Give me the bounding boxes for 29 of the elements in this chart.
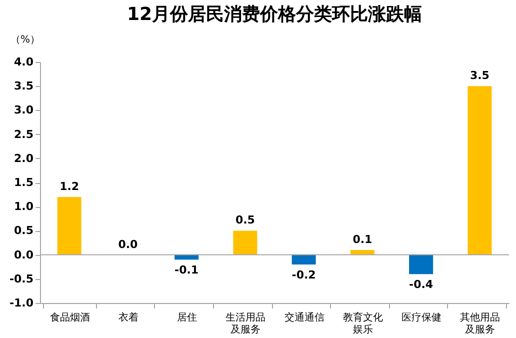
data-label: -0.4: [409, 278, 434, 292]
chart-title: 12月份居民消费价格分类环比涨跌幅: [126, 4, 422, 25]
x-tick-label: 教育文化娱乐: [342, 312, 383, 336]
data-label: -0.1: [174, 264, 199, 277]
x-tick-label: 交通通信: [284, 312, 324, 324]
y-axis-title: （%）: [10, 34, 40, 46]
data-label: 0.1: [352, 232, 372, 246]
x-tick-label: 其他用品及服务: [460, 312, 500, 336]
y-tick-label: 3.5: [14, 80, 34, 93]
x-tick-label: 居住: [177, 312, 198, 324]
x-tick-label: 食品烟酒: [50, 312, 90, 324]
y-tick-label: 3.0: [14, 104, 34, 117]
data-label: 0.0: [118, 238, 138, 251]
y-tick-label: -1.0: [9, 296, 34, 310]
x-tick-label: 生活用品及服务: [226, 312, 266, 336]
data-label: 0.5: [235, 214, 255, 227]
data-label: 1.2: [60, 180, 80, 193]
y-tick-label: 1.5: [14, 176, 34, 189]
y-tick-label: 1.0: [14, 200, 34, 214]
y-tick-label: 4.0: [14, 56, 34, 68]
y-tick-label: 0.0: [14, 248, 34, 262]
y-tick-label: -0.5: [9, 272, 34, 286]
y-tick-label: 2.0: [14, 152, 34, 165]
data-label: 3.5: [470, 69, 490, 82]
y-tick-label: 0.5: [14, 224, 34, 238]
y-tick-label: 2.5: [14, 128, 34, 141]
x-tick-label: 衣着: [118, 312, 138, 324]
data-label: -0.2: [292, 268, 316, 282]
x-tick-label: 医疗保健: [402, 312, 442, 324]
